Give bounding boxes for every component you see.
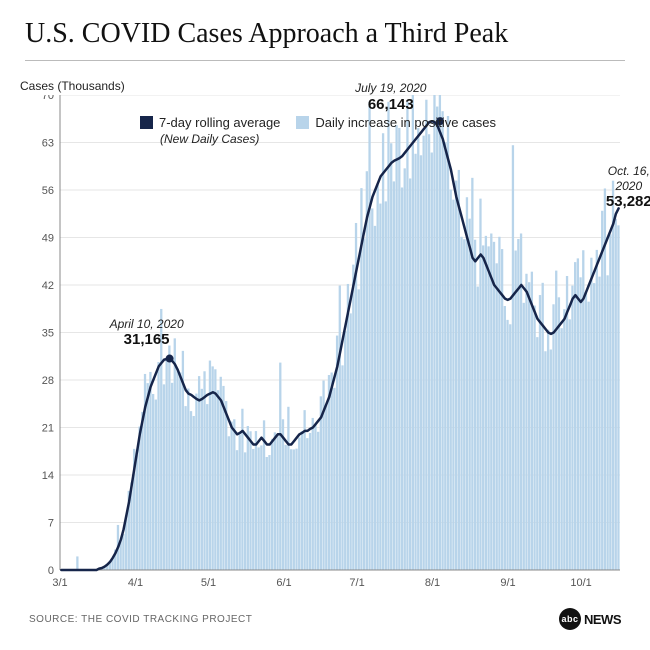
svg-text:9/1: 9/1 bbox=[500, 577, 515, 589]
svg-text:21: 21 bbox=[42, 423, 54, 435]
chart-annotation: Oct. 16, 202053,282 bbox=[606, 164, 650, 211]
source-text: SOURCE: THE COVID TRACKING PROJECT bbox=[29, 614, 252, 625]
svg-text:7/1: 7/1 bbox=[349, 577, 364, 589]
svg-text:28: 28 bbox=[42, 375, 54, 387]
svg-text:4/1: 4/1 bbox=[128, 577, 143, 589]
svg-text:42: 42 bbox=[42, 280, 54, 292]
svg-text:0: 0 bbox=[48, 565, 54, 577]
svg-text:35: 35 bbox=[42, 328, 54, 340]
annotation-value: 53,282 bbox=[606, 193, 650, 211]
annotation-date: Oct. 16, 2020 bbox=[606, 164, 650, 193]
svg-text:7: 7 bbox=[48, 518, 54, 530]
annotation-date: April 10, 2020 bbox=[110, 317, 184, 331]
annotation-date: July 19, 2020 bbox=[355, 81, 426, 95]
svg-text:49: 49 bbox=[42, 233, 54, 245]
svg-text:14: 14 bbox=[42, 470, 54, 482]
svg-text:3/1: 3/1 bbox=[52, 577, 67, 589]
svg-text:70: 70 bbox=[42, 95, 54, 102]
abc-logo-text: NEWS bbox=[584, 612, 621, 627]
chart-annotation: July 19, 202066,143 bbox=[355, 81, 426, 113]
chart-annotation: April 10, 202031,165 bbox=[110, 317, 184, 349]
svg-text:63: 63 bbox=[42, 138, 54, 150]
annotation-value: 31,165 bbox=[110, 331, 184, 349]
chart-area: 7-day rolling average Daily increase in … bbox=[25, 95, 620, 600]
legend-label-daily: Daily increase in positive cases bbox=[315, 115, 496, 130]
annotation-value: 66,143 bbox=[355, 96, 426, 114]
legend-swatch-daily bbox=[296, 116, 309, 129]
footer: SOURCE: THE COVID TRACKING PROJECT abc N… bbox=[25, 608, 625, 630]
legend-item-avg: 7-day rolling average bbox=[140, 115, 280, 130]
svg-text:56: 56 bbox=[42, 185, 54, 197]
legend-item-daily: Daily increase in positive cases bbox=[296, 115, 496, 130]
chart-title: U.S. COVID Cases Approach a Third Peak bbox=[25, 18, 625, 61]
svg-text:6/1: 6/1 bbox=[276, 577, 291, 589]
abc-logo-icon: abc bbox=[559, 608, 581, 630]
legend-swatch-avg bbox=[140, 116, 153, 129]
legend: 7-day rolling average Daily increase in … bbox=[140, 115, 496, 146]
legend-sublabel: (New Daily Cases) bbox=[160, 132, 496, 146]
svg-text:10/1: 10/1 bbox=[570, 577, 591, 589]
legend-label-avg: 7-day rolling average bbox=[159, 115, 280, 130]
y-axis-label: Cases (Thousands) bbox=[20, 79, 625, 93]
svg-text:8/1: 8/1 bbox=[425, 577, 440, 589]
svg-text:5/1: 5/1 bbox=[201, 577, 216, 589]
network-logo: abc NEWS bbox=[559, 608, 621, 630]
